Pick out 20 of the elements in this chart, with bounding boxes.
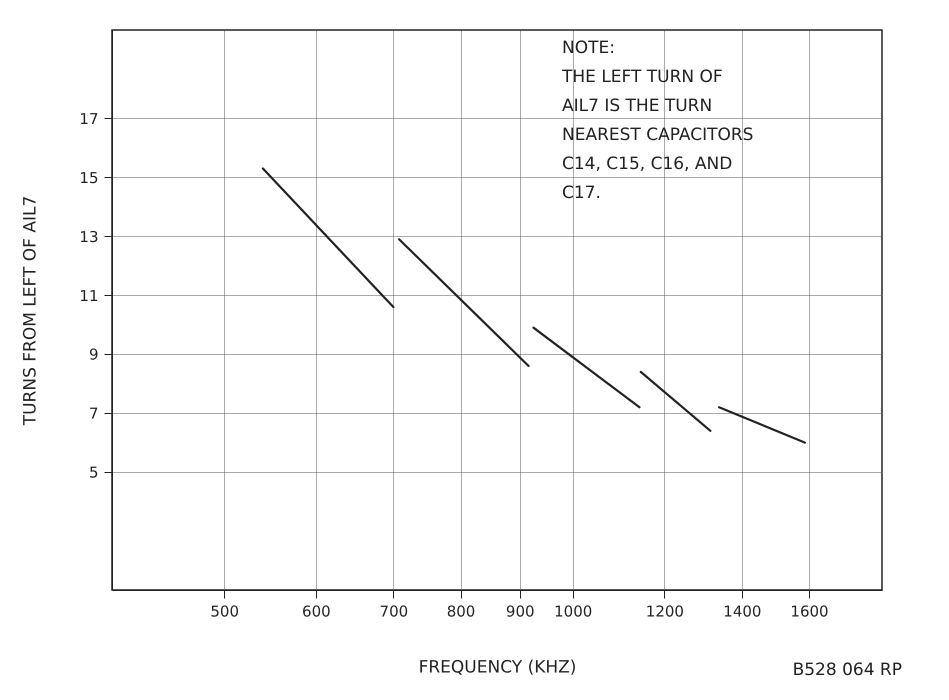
y-tick-label: 7 [88,404,98,423]
y-tick-label: 9 [88,346,98,364]
y-tick-label: 17 [79,110,98,128]
text: B528 064 RP [792,660,902,680]
x-tick-label: 700 [380,602,408,620]
x-tick-label: 1000 [554,602,592,620]
x-axis-title: FREQUENCY (KHZ) [418,658,576,678]
y-tick-label: 5 [88,464,98,482]
y-tick-label: 15 [79,168,98,187]
y-tick-label: 13 [79,228,98,246]
x-tick-label: 600 [302,602,331,620]
x-tick-label: 1400 [723,602,762,620]
annotation: NOTE: THE LEFT TURN OF AIL7 IS THE TURN NEAREST CAPACITORS C14, C15, C16, AND C17. [561,38,754,203]
x-tick-label: 1600 [790,602,829,620]
x-tick-label: 1200 [646,602,684,620]
x-tick-label: 900 [506,602,535,620]
y-tick-label: 11 [79,286,98,305]
x-tick-label: 500 [210,602,240,620]
y-axis-title: TURNS FROM LEFT OF AIL7 [20,196,40,426]
x-tick-label: 800 [446,602,476,620]
